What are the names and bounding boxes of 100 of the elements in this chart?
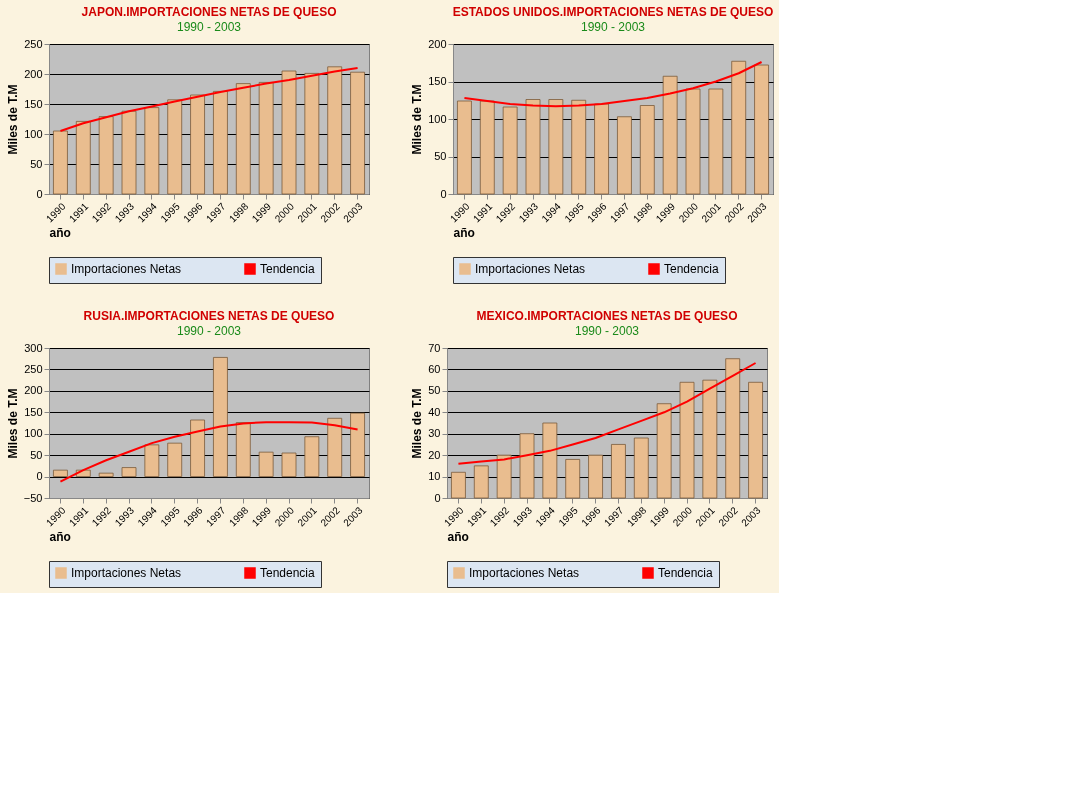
bar xyxy=(633,437,649,499)
chart-title: RUSIA.IMPORTACIONES NETAS DE QUESO xyxy=(83,309,335,323)
bar xyxy=(190,94,205,195)
y-tick-label: 20 xyxy=(428,448,441,461)
x-axis-title: año xyxy=(453,226,475,241)
bar xyxy=(121,467,137,477)
y-tick-label: 250 xyxy=(24,362,43,375)
y-tick-label: −50 xyxy=(23,491,43,504)
line-series xyxy=(59,421,359,483)
bar xyxy=(571,99,587,195)
line-series xyxy=(59,67,359,132)
y-tick-label: 150 xyxy=(24,405,43,418)
y-tick-label: 60 xyxy=(428,362,441,375)
bar xyxy=(167,99,183,195)
bar xyxy=(639,105,655,195)
y-tick-label: 100 xyxy=(428,112,447,125)
y-tick-label: 0 xyxy=(440,187,447,200)
bar xyxy=(235,422,251,477)
bar xyxy=(611,444,626,499)
chart-title: JAPON.IMPORTACIONES NETAS DE QUESO xyxy=(81,5,337,19)
bar xyxy=(213,91,228,195)
bar xyxy=(281,452,297,477)
y-tick-label: 10 xyxy=(428,470,441,483)
bar xyxy=(702,379,718,499)
bar xyxy=(548,99,564,195)
chart-subtitle: 1990 - 2003 xyxy=(176,20,242,34)
legend-label: Importaciones Netas xyxy=(71,262,182,276)
bar xyxy=(144,107,160,195)
legend-label: Tendencia xyxy=(664,262,720,276)
x-axis-title: año xyxy=(447,530,469,545)
bar xyxy=(258,82,274,195)
y-tick-label: 0 xyxy=(36,470,43,483)
y-tick-label: 100 xyxy=(24,427,43,440)
bar xyxy=(213,357,228,477)
bar xyxy=(748,381,763,499)
bar xyxy=(53,469,68,477)
bar xyxy=(258,451,274,477)
bar xyxy=(350,412,365,477)
bar xyxy=(656,403,672,499)
bar xyxy=(327,66,343,195)
bar xyxy=(502,106,518,195)
bar xyxy=(350,71,365,195)
chart-title: ESTADOS UNIDOS.IMPORTACIONES NETAS DE QUESO xyxy=(452,5,774,19)
y-tick-label: 50 xyxy=(434,150,447,162)
bar xyxy=(327,417,343,477)
y-axis-title: Miles de T.M xyxy=(6,84,21,155)
y-tick-label: 0 xyxy=(36,187,43,200)
bar xyxy=(679,381,695,499)
y-tick-label: 250 xyxy=(24,37,43,50)
chart-subtitle: 1990 - 2003 xyxy=(176,324,242,338)
y-tick-label: 30 xyxy=(428,427,441,440)
bar xyxy=(121,110,137,195)
bar xyxy=(479,100,495,195)
chart-title: MEXICO.IMPORTACIONES NETAS DE QUESO xyxy=(476,309,738,323)
bar xyxy=(235,83,251,195)
y-tick-label: 0 xyxy=(434,491,441,504)
chart-subtitle: 1990 - 2003 xyxy=(574,324,640,338)
y-tick-label: 50 xyxy=(428,384,441,397)
bar xyxy=(519,433,535,499)
y-tick-label: 150 xyxy=(428,75,447,87)
y-tick-label: 150 xyxy=(24,97,43,110)
y-tick-label: 200 xyxy=(428,37,447,50)
legend-label: Tendencia xyxy=(658,566,714,580)
bar xyxy=(304,436,320,477)
bar xyxy=(190,419,205,477)
legend-label: Tendencia xyxy=(260,566,316,580)
bar xyxy=(594,103,609,195)
bar xyxy=(754,64,769,195)
bar xyxy=(565,459,581,499)
bar xyxy=(685,88,701,195)
bar xyxy=(617,116,632,195)
bar xyxy=(451,471,466,499)
bar xyxy=(662,75,678,195)
x-axis-title: año xyxy=(49,226,71,241)
y-tick-label: 200 xyxy=(24,384,43,397)
y-axis-title: Miles de T.M xyxy=(410,388,425,459)
x-axis-title: año xyxy=(49,530,71,545)
legend-label: Tendencia xyxy=(260,262,316,276)
bar xyxy=(281,70,297,195)
y-tick-label: 50 xyxy=(30,448,43,461)
bar xyxy=(588,454,603,499)
legend-label: Importaciones Netas xyxy=(475,262,586,276)
bar xyxy=(542,422,558,499)
bar xyxy=(53,130,68,195)
y-tick-label: 100 xyxy=(24,127,43,140)
legend-label: Importaciones Netas xyxy=(469,566,580,580)
bar xyxy=(98,472,114,477)
line-series xyxy=(457,362,757,465)
bar xyxy=(144,444,160,477)
bar xyxy=(731,60,747,195)
bar xyxy=(75,121,91,195)
y-tick-label: 300 xyxy=(24,341,43,354)
bar xyxy=(496,454,512,499)
chart-subtitle: 1990 - 2003 xyxy=(580,20,646,34)
legend-label: Importaciones Netas xyxy=(71,566,182,580)
y-axis-title: Miles de T.M xyxy=(410,84,425,155)
bar xyxy=(525,99,541,195)
line-series xyxy=(463,61,763,108)
y-tick-label: 70 xyxy=(428,341,441,354)
bar xyxy=(708,88,724,195)
